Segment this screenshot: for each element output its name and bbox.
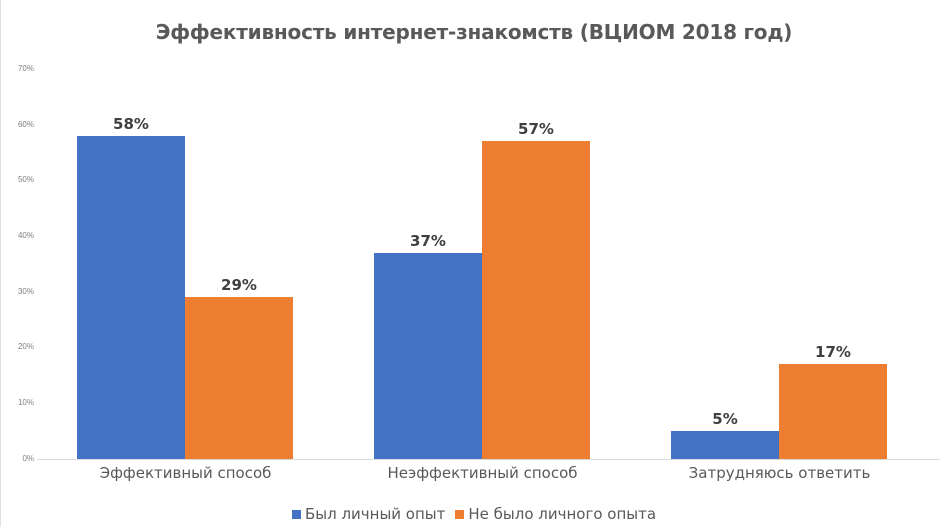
category-label-effective: Эффективный способ [99,464,272,482]
y-tick-70: 70% [17,64,34,73]
y-tick-60: 60% [17,120,34,129]
data-label: 17% [815,343,851,361]
legend-swatch-blue [291,509,301,519]
legend-label: Был личный опыт [304,505,446,523]
bar-no-experience-1[interactable] [482,141,590,459]
data-label: 5% [712,410,738,428]
y-tick-0: 0% [22,454,34,463]
data-label: 58% [113,115,149,133]
data-label: 57% [518,120,554,138]
y-tick-40: 40% [17,231,34,240]
legend: Был личный опыт Не было личного опыта [0,505,948,523]
data-label: 37% [410,232,446,250]
legend-item-had-experience[interactable]: Был личный опыт [291,505,446,523]
chart-left-border [0,0,1,527]
x-axis-line [37,459,940,460]
y-tick-20: 20% [17,342,34,351]
bar-had-experience-0[interactable] [77,136,185,459]
legend-label: Не было личного опыта [468,505,657,523]
y-tick-10: 10% [17,398,34,407]
bar-had-experience-2[interactable] [671,431,779,459]
category-label-undecided: Затрудняюсь ответить [688,464,871,482]
chart-title: Эффективность интернет-знакомств (ВЦИОМ … [155,20,793,44]
y-tick-50: 50% [17,175,34,184]
data-label: 29% [221,276,257,294]
bar-had-experience-1[interactable] [374,253,482,459]
legend-swatch-orange [455,509,465,519]
bar-no-experience-2[interactable] [779,364,887,459]
bar-no-experience-0[interactable] [185,297,293,459]
legend-item-no-experience[interactable]: Не было личного опыта [455,505,656,523]
y-tick-30: 30% [17,287,34,296]
category-label-ineffective: Неэффективный способ [387,464,578,482]
